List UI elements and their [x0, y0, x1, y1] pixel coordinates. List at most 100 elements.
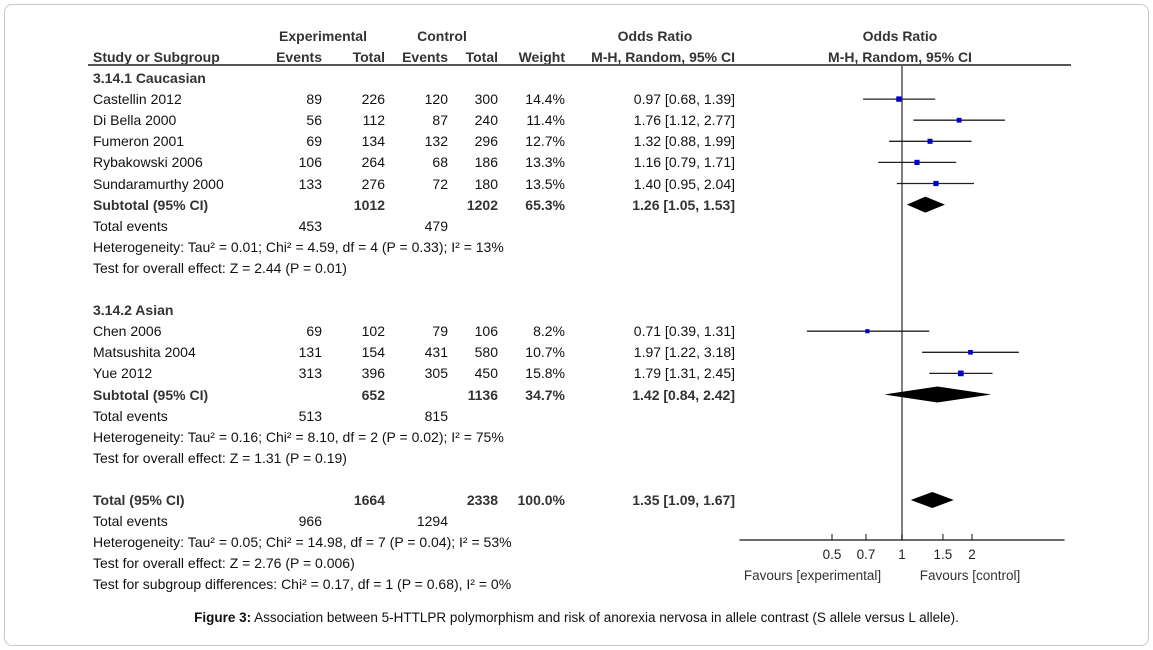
- total-events-label: Total events: [93, 407, 168, 424]
- header-divider: [88, 64, 1071, 66]
- x-tick-label: 1: [898, 547, 906, 562]
- study-ctl-events: 72: [432, 175, 448, 192]
- subtotal-exp-total: 1012: [353, 196, 385, 213]
- favours-right-label: Favours [control]: [919, 568, 1021, 583]
- study-ctl-events: 305: [424, 365, 448, 382]
- total-events-exp: 513: [298, 407, 322, 424]
- study-exp-events: 131: [298, 344, 322, 361]
- study-exp-events: 69: [306, 133, 322, 150]
- exp-total-header: Total: [352, 49, 385, 65]
- summary-diamond: [884, 386, 992, 403]
- heterogeneity-text: Heterogeneity: Tau² = 0.01; Chi² = 4.59,…: [93, 238, 504, 255]
- study-marker: [865, 329, 870, 334]
- study-weight: 11.4%: [526, 112, 565, 129]
- study-exp-events: 89: [306, 91, 322, 108]
- plot-title-header: Odds Ratio: [862, 28, 938, 44]
- subtotal-weight: 34.7%: [525, 386, 565, 403]
- total-or-text: 1.35 [1.09, 1.67]: [632, 492, 735, 508]
- study-exp-events: 56: [306, 112, 322, 129]
- total-events-ctl: 1294: [416, 513, 448, 530]
- total-ctl-total: 2338: [466, 492, 498, 508]
- study-name: Matsushita 2004: [93, 344, 196, 361]
- study-marker: [914, 159, 920, 165]
- total-label: Total (95% CI): [93, 492, 185, 508]
- subgroup-title: 3.14.1 Caucasian: [93, 70, 206, 86]
- study-ctl-events: 87: [432, 112, 448, 129]
- study-weight: 13.3%: [525, 154, 565, 171]
- heterogeneity-text: Heterogeneity: Tau² = 0.16; Chi² = 8.10,…: [93, 428, 504, 445]
- study-or-text: 1.16 [0.79, 1.71]: [633, 154, 735, 171]
- study-ctl-events: 120: [424, 91, 448, 108]
- study-exp-total: 396: [361, 365, 385, 382]
- study-or-text: 1.40 [0.95, 2.04]: [633, 175, 735, 192]
- x-tick-label: 2: [968, 547, 976, 562]
- study-name: Chen 2006: [93, 323, 162, 340]
- study-weight: 15.8%: [525, 365, 565, 382]
- figure-caption: Figure 3: Association between 5-HTTLPR p…: [0, 610, 1153, 625]
- total-events-ctl: 479: [424, 217, 448, 234]
- study-or-text: 1.79 [1.31, 2.45]: [633, 365, 735, 382]
- subtotal-ctl-total: 1202: [466, 196, 498, 213]
- study-exp-total: 134: [361, 133, 385, 150]
- study-or-text: 1.97 [1.22, 3.18]: [633, 344, 735, 361]
- study-marker: [956, 117, 962, 123]
- study-ctl-total: 106: [474, 323, 498, 340]
- control-group-header: Control: [417, 28, 467, 44]
- study-ctl-total: 450: [474, 365, 498, 382]
- study-marker: [933, 180, 939, 187]
- favours-left-label: Favours [experimental]: [743, 568, 882, 583]
- study-exp-events: 313: [298, 365, 322, 382]
- study-name: Fumeron 2001: [93, 133, 185, 150]
- study-ctl-events: 68: [432, 154, 448, 171]
- study-ctl-events: 431: [424, 344, 448, 361]
- subtotal-or-text: 1.42 [0.84, 2.42]: [632, 386, 735, 403]
- study-ctl-events: 79: [432, 323, 448, 340]
- subtotal-label: Subtotal (95% CI): [93, 386, 209, 403]
- study-ctl-total: 240: [474, 112, 498, 129]
- study-weight: 14.4%: [525, 91, 565, 108]
- ctl-total-header: Total: [465, 49, 498, 65]
- or-method-header: M-H, Random, 95% CI: [591, 49, 735, 65]
- study-name: Castellin 2012: [93, 91, 182, 108]
- study-ctl-total: 580: [474, 344, 498, 361]
- study-col-header: Study or Subgroup: [93, 49, 220, 65]
- x-tick-label: 0.5: [823, 547, 842, 562]
- study-weight: 12.7%: [525, 133, 565, 150]
- study-exp-events: 69: [306, 323, 322, 340]
- study-name: Di Bella 2000: [93, 112, 177, 129]
- weight-header: Weight: [518, 49, 565, 65]
- study-ctl-total: 186: [474, 154, 498, 171]
- study-ctl-total: 180: [474, 175, 498, 192]
- caption-label: Figure 3:: [194, 610, 252, 625]
- study-marker: [927, 138, 933, 144]
- study-or-text: 1.76 [1.12, 2.77]: [633, 112, 735, 129]
- study-weight: 10.7%: [525, 344, 565, 361]
- study-weight: 8.2%: [533, 323, 565, 340]
- subtotal-or-text: 1.26 [1.05, 1.53]: [632, 196, 735, 213]
- x-tick-label: 0.7: [857, 547, 876, 562]
- overall-effect-text: Test for overall effect: Z = 2.76 (P = 0…: [93, 555, 355, 572]
- total-events-ctl: 815: [424, 407, 448, 424]
- subgroup-title: 3.14.2 Asian: [93, 302, 174, 319]
- x-tick-label: 1.5: [934, 547, 953, 562]
- study-exp-total: 112: [362, 112, 385, 129]
- study-or-text: 1.32 [0.88, 1.99]: [633, 133, 735, 150]
- study-exp-events: 106: [298, 154, 322, 171]
- total-weight: 100.0%: [517, 492, 565, 508]
- total-events-label: Total events: [93, 513, 168, 530]
- study-exp-total: 276: [361, 175, 385, 192]
- heterogeneity-text: Heterogeneity: Tau² = 0.05; Chi² = 14.98…: [93, 534, 512, 551]
- subtotal-exp-total: 652: [361, 386, 385, 403]
- study-exp-events: 133: [298, 175, 322, 192]
- study-name: Sundaramurthy 2000: [93, 175, 224, 192]
- study-marker: [957, 370, 964, 377]
- total-events-label: Total events: [93, 217, 168, 234]
- total-events-exp: 453: [298, 217, 322, 234]
- study-exp-total: 154: [361, 344, 385, 361]
- study-ctl-total: 300: [474, 91, 498, 108]
- study-or-text: 0.97 [0.68, 1.39]: [633, 91, 735, 108]
- overall-effect-text: Test for overall effect: Z = 2.44 (P = 0…: [93, 259, 347, 276]
- ctl-events-header: Events: [402, 49, 448, 65]
- caption-text: Association between 5-HTTLPR polymorphis…: [251, 610, 959, 625]
